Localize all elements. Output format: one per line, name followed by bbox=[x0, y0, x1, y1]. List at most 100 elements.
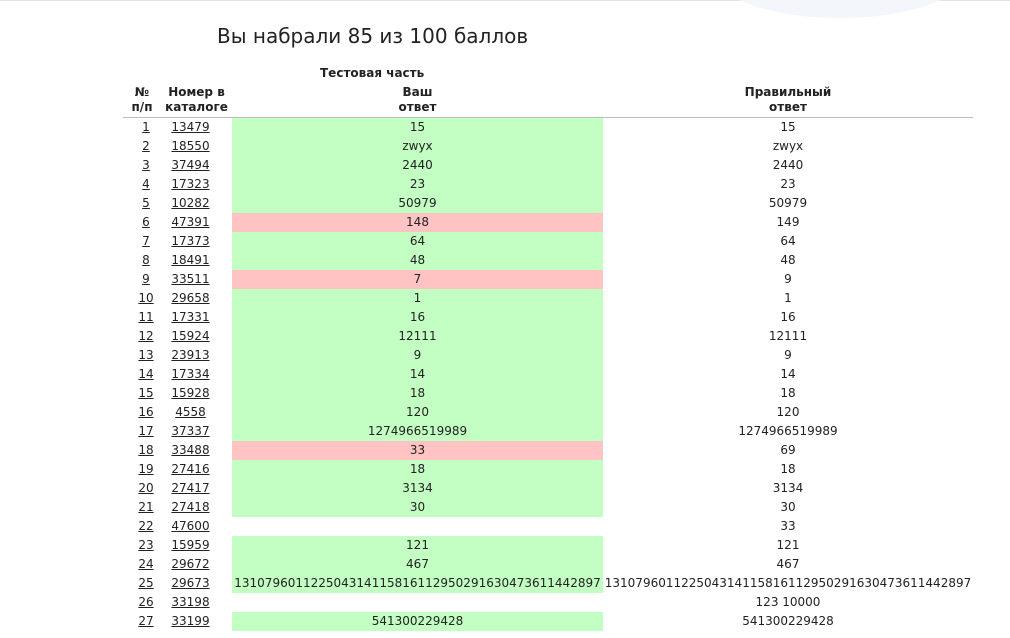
catalog-number-cell: 17331 bbox=[161, 308, 232, 327]
your-answer-cell: 467 bbox=[232, 555, 603, 574]
row-number-link[interactable]: 15 bbox=[138, 386, 154, 400]
row-number-link[interactable]: 12 bbox=[138, 329, 154, 343]
catalog-number-cell: 33511 bbox=[161, 270, 232, 289]
catalog-number-link[interactable]: 4558 bbox=[175, 405, 206, 419]
catalog-number-link[interactable]: 47600 bbox=[171, 519, 210, 533]
row-number-link[interactable]: 14 bbox=[138, 367, 154, 381]
catalog-number-cell: 13479 bbox=[161, 118, 232, 138]
row-number-cell: 21 bbox=[123, 498, 161, 517]
table-row: 14 17334 14 14 bbox=[123, 365, 973, 384]
row-number-link[interactable]: 6 bbox=[142, 215, 150, 229]
catalog-number-link[interactable]: 13479 bbox=[171, 120, 210, 134]
header-correct-answer: Правильный ответ bbox=[603, 81, 973, 118]
row-number-link[interactable]: 3 bbox=[142, 158, 150, 172]
catalog-number-cell: 33488 bbox=[161, 441, 232, 460]
row-number-link[interactable]: 27 bbox=[138, 614, 154, 628]
row-number-link[interactable]: 10 bbox=[138, 291, 154, 305]
correct-answer-cell: 69 bbox=[780, 443, 796, 457]
catalog-number-link[interactable]: 15924 bbox=[171, 329, 210, 343]
results-table: Тестовая часть № п/п Номер в каталоге Ва… bbox=[123, 64, 973, 631]
row-number-link[interactable]: 17 bbox=[138, 424, 154, 438]
correct-answer-cell: 9 bbox=[784, 348, 792, 362]
row-number-cell: 22 bbox=[123, 517, 161, 536]
row-number-cell: 20 bbox=[123, 479, 161, 498]
row-number-link[interactable]: 7 bbox=[142, 234, 150, 248]
row-number-link[interactable]: 25 bbox=[138, 576, 154, 590]
row-number-cell: 1 bbox=[123, 118, 161, 138]
row-number-link[interactable]: 21 bbox=[138, 500, 154, 514]
catalog-number-link[interactable]: 18550 bbox=[171, 139, 210, 153]
correct-answer-cell: 48 bbox=[780, 253, 796, 267]
catalog-number-link[interactable]: 17373 bbox=[171, 234, 210, 248]
row-number-link[interactable]: 13 bbox=[138, 348, 154, 362]
row-number-cell: 12 bbox=[123, 327, 161, 346]
catalog-number-link[interactable]: 29673 bbox=[171, 576, 210, 590]
header-catalog: Номер в каталоге bbox=[161, 81, 232, 118]
correct-answer-cell: 18 bbox=[780, 386, 796, 400]
catalog-number-link[interactable]: 17334 bbox=[171, 367, 210, 381]
catalog-number-link[interactable]: 33199 bbox=[171, 614, 210, 628]
catalog-number-cell: 37337 bbox=[161, 422, 232, 441]
your-answer-cell: 48 bbox=[232, 251, 603, 270]
your-answer-cell: 2440 bbox=[232, 156, 603, 175]
your-answer-cell: 18 bbox=[232, 460, 603, 479]
row-number-link[interactable]: 11 bbox=[138, 310, 154, 324]
catalog-number-link[interactable]: 17331 bbox=[171, 310, 210, 324]
table-row: 16 4558 120 120 bbox=[123, 403, 973, 422]
catalog-number-link[interactable]: 23913 bbox=[171, 348, 210, 362]
row-number-link[interactable]: 26 bbox=[138, 595, 154, 609]
catalog-number-cell: 15959 bbox=[161, 536, 232, 555]
row-number-link[interactable]: 22 bbox=[138, 519, 154, 533]
row-number-link[interactable]: 19 bbox=[138, 462, 154, 476]
row-number-link[interactable]: 20 bbox=[138, 481, 154, 495]
catalog-number-cell: 27416 bbox=[161, 460, 232, 479]
catalog-number-link[interactable]: 27416 bbox=[171, 462, 210, 476]
row-number-link[interactable]: 5 bbox=[142, 196, 150, 210]
correct-answer-cell: 1274966519989 bbox=[738, 424, 838, 438]
results-body: 1 13479 15 15 2 18550 zwyx zwyx 3 37494 2440 2440 4 1… bbox=[123, 117, 973, 631]
catalog-number-cell: 29672 bbox=[161, 555, 232, 574]
correct-answer-cell: 23 bbox=[780, 177, 796, 191]
catalog-number-cell: 33198 bbox=[161, 593, 232, 612]
catalog-number-link[interactable]: 29672 bbox=[171, 557, 210, 571]
catalog-number-link[interactable]: 33488 bbox=[171, 443, 210, 457]
row-number-link[interactable]: 1 bbox=[142, 120, 150, 134]
catalog-number-link[interactable]: 33198 bbox=[171, 595, 210, 609]
catalog-number-link[interactable]: 10282 bbox=[171, 196, 210, 210]
catalog-number-link[interactable]: 17323 bbox=[171, 177, 210, 191]
catalog-number-link[interactable]: 37494 bbox=[171, 158, 210, 172]
catalog-number-link[interactable]: 27417 bbox=[171, 481, 210, 495]
correct-answer-cell: 12111 bbox=[768, 329, 808, 343]
catalog-number-link[interactable]: 33511 bbox=[171, 272, 210, 286]
your-answer-cell: 7 bbox=[232, 270, 603, 289]
catalog-number-cell: 15924 bbox=[161, 327, 232, 346]
your-answer-cell: 14 bbox=[232, 365, 603, 384]
row-number-cell: 9 bbox=[123, 270, 161, 289]
catalog-number-link[interactable]: 15928 bbox=[171, 386, 210, 400]
catalog-number-link[interactable]: 37337 bbox=[171, 424, 210, 438]
row-number-link[interactable]: 18 bbox=[138, 443, 154, 457]
table-row: 4 17323 23 23 bbox=[123, 175, 973, 194]
row-number-cell: 5 bbox=[123, 194, 161, 213]
catalog-number-link[interactable]: 15959 bbox=[171, 538, 210, 552]
row-number-link[interactable]: 8 bbox=[142, 253, 150, 267]
row-number-link[interactable]: 23 bbox=[138, 538, 154, 552]
row-number-link[interactable]: 24 bbox=[138, 557, 154, 571]
header-decoration bbox=[720, 0, 960, 18]
header-num: № п/п bbox=[123, 81, 161, 118]
catalog-number-link[interactable]: 29658 bbox=[171, 291, 210, 305]
your-answer-cell: 121 bbox=[232, 536, 603, 555]
table-row: 1 13479 15 15 bbox=[123, 117, 973, 138]
row-number-link[interactable]: 4 bbox=[142, 177, 150, 191]
row-number-link[interactable]: 2 bbox=[142, 139, 150, 153]
catalog-number-link[interactable]: 18491 bbox=[171, 253, 210, 267]
catalog-number-link[interactable]: 27418 bbox=[171, 500, 210, 514]
catalog-number-link[interactable]: 47391 bbox=[171, 215, 210, 229]
table-row: 15 15928 18 18 bbox=[123, 384, 973, 403]
table-row: 2 18550 zwyx zwyx bbox=[123, 137, 973, 156]
row-number-link[interactable]: 9 bbox=[142, 272, 150, 286]
header-correct-line2: ответ bbox=[769, 100, 807, 114]
row-number-link[interactable]: 16 bbox=[138, 405, 154, 419]
your-answer-cell: zwyx bbox=[232, 137, 603, 156]
row-number-cell: 15 bbox=[123, 384, 161, 403]
